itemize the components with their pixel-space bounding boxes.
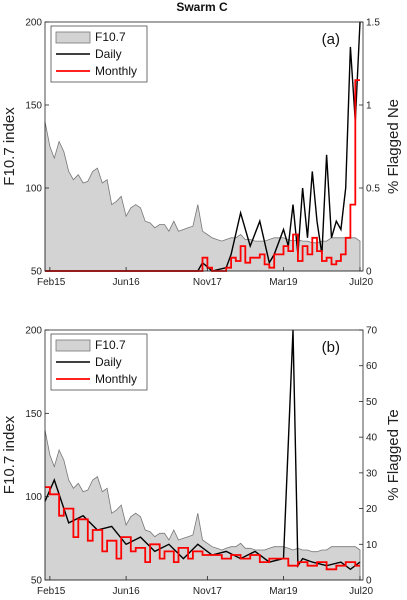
right-tick-label: 0 [366, 576, 372, 587]
right-tick-label: 0 [366, 267, 372, 278]
x-tick-label: Mar19 [269, 586, 298, 597]
figure-title: Swarm C [176, 0, 228, 14]
x-tick-label: Jul20 [349, 586, 373, 597]
left-tick-label: 100 [25, 184, 42, 195]
plot-frame [44, 329, 364, 581]
plot-frame [44, 21, 364, 272]
left-tick-label: 200 [25, 18, 42, 29]
right-tick-label: 20 [366, 504, 378, 515]
left-tick-label: 150 [25, 409, 42, 420]
x-tick-label: Jun16 [112, 277, 140, 288]
legend-entry: Daily [95, 355, 122, 369]
series-monthly-line [45, 486, 360, 571]
left-tick-label: 200 [25, 326, 42, 337]
right-tick-label: 1.5 [366, 18, 380, 29]
legend-entry: Daily [95, 47, 122, 61]
panel-label: (b) [322, 339, 340, 356]
x-tick-label: Mar19 [269, 277, 298, 288]
right-tick-label: 0.5 [366, 184, 380, 195]
x-tick-label: Feb15 [37, 277, 66, 288]
right-tick-label: 1 [366, 101, 372, 112]
right-tick-label: 70 [366, 326, 378, 337]
right-tick-label: 30 [366, 468, 378, 479]
right-tick-label: 60 [366, 361, 378, 372]
legend-entry: Monthly [95, 64, 137, 78]
x-tick-label: Nov17 [193, 586, 222, 597]
left-tick-label: 150 [25, 101, 42, 112]
series-f107-area [44, 121, 361, 272]
left-axis-label: F10.7 index [1, 107, 18, 186]
right-axis-label: % Flagged Ne [385, 99, 402, 194]
x-tick-label: Nov17 [193, 277, 222, 288]
left-axis-label: F10.7 index [1, 415, 18, 494]
panel-b: 50 100 150 200 0 10 20 30 40 50 60 70 Feb15 Jun16 Nov1… [1, 326, 402, 598]
series-monthly-line [45, 79, 360, 272]
legend-swatch-f107 [55, 31, 91, 44]
right-tick-label: 50 [366, 397, 378, 408]
series-f107-area [44, 429, 361, 581]
left-tick-label: 100 [25, 492, 42, 503]
panel-a: 50 100 150 200 0 0.5 1 1.5 Feb15 Jun16 Nov17 Mar19 J… [1, 18, 402, 289]
right-tick-label: 10 [366, 540, 378, 551]
right-tick-label: 40 [366, 433, 378, 444]
right-axis-label: % Flagged Te [385, 409, 402, 500]
legend-swatch-f107 [55, 339, 91, 352]
left-tick-label: 50 [31, 576, 43, 587]
x-tick-label: Feb15 [37, 586, 66, 597]
x-tick-label: Jun16 [112, 586, 140, 597]
panel-label: (a) [322, 31, 340, 48]
left-tick-label: 50 [31, 267, 43, 278]
legend-entry: F10.7 [95, 338, 126, 352]
x-tick-label: Jul20 [349, 277, 373, 288]
legend-entry: Monthly [95, 372, 137, 386]
legend-entry: F10.7 [95, 30, 126, 44]
